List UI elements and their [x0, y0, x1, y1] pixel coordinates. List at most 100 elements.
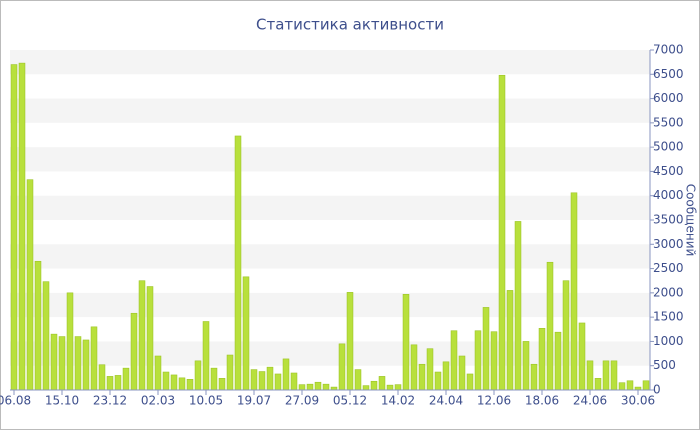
bar	[306, 383, 314, 391]
bar	[90, 326, 98, 391]
bar	[450, 330, 458, 391]
x-tick-label: 06.08	[0, 394, 31, 408]
bar	[522, 341, 530, 391]
bar	[530, 363, 538, 391]
bar	[378, 376, 386, 391]
grid-band	[10, 341, 650, 366]
x-tick-label: 14.02	[381, 394, 415, 408]
grid-band	[10, 98, 650, 123]
bar	[506, 290, 514, 391]
bar	[178, 377, 186, 391]
bar	[226, 354, 234, 391]
bar	[642, 380, 650, 391]
bar	[50, 333, 58, 391]
x-tick-label: 18.06	[525, 394, 559, 408]
bar	[434, 371, 442, 391]
y-tick-label: 4000	[653, 188, 684, 202]
bar	[42, 281, 50, 391]
bar	[386, 384, 394, 391]
bar	[490, 331, 498, 391]
bar	[282, 358, 290, 391]
bar	[10, 64, 18, 391]
x-tick-label: 27.09	[285, 394, 319, 408]
bar	[66, 292, 74, 391]
bar	[298, 384, 306, 391]
bar	[418, 363, 426, 391]
bar	[138, 280, 146, 391]
y-tick-label: 2000	[653, 285, 684, 299]
bar	[370, 380, 378, 391]
grid-band	[10, 50, 650, 75]
bar	[26, 179, 34, 391]
grid-band	[10, 292, 650, 318]
bar	[538, 328, 546, 391]
y-tick-label: 500	[653, 358, 676, 372]
bar	[410, 344, 418, 391]
x-tick-label: 15.10	[45, 394, 79, 408]
bar	[554, 331, 562, 391]
x-tick-label: 24.04	[429, 394, 463, 408]
bar	[626, 380, 634, 391]
y-tick-label: 7000	[653, 43, 684, 57]
bar	[234, 135, 242, 391]
bar	[130, 312, 138, 391]
y-tick-label: 6500	[653, 67, 684, 81]
bar	[602, 360, 610, 391]
bar	[546, 261, 554, 391]
bar	[98, 364, 106, 391]
x-tick-label: 10.05	[189, 394, 223, 408]
y-tick-label: 1500	[653, 310, 684, 324]
grid-band	[10, 244, 650, 269]
bar	[498, 74, 506, 391]
bar	[618, 382, 626, 391]
bar	[474, 330, 482, 391]
bar	[586, 360, 594, 391]
y-tick-label: 6000	[653, 91, 684, 105]
bar	[274, 373, 282, 391]
bar	[426, 348, 434, 391]
bar	[570, 192, 578, 391]
x-tick-label: 05.12	[333, 394, 367, 408]
x-tick-label: 12.06	[477, 394, 511, 408]
y-tick-label: 3000	[653, 237, 684, 251]
x-tick-label: 30.06	[621, 394, 655, 408]
x-tick-label: 02.03	[141, 394, 175, 408]
bar	[170, 374, 178, 391]
bar	[34, 260, 42, 391]
x-tick-label: 19.07	[237, 394, 271, 408]
bar	[578, 322, 586, 391]
bar	[122, 367, 130, 391]
bar	[362, 385, 370, 391]
bar	[218, 378, 226, 391]
bar	[82, 339, 90, 391]
bar	[562, 280, 570, 391]
bar	[210, 367, 218, 391]
bar	[74, 336, 82, 391]
chart-title: Статистика активности	[256, 16, 444, 34]
bar	[162, 371, 170, 391]
bar	[186, 379, 194, 391]
bar	[154, 355, 162, 391]
bar	[202, 321, 210, 391]
bar	[194, 360, 202, 391]
y-axis-label: Сообщений	[684, 184, 698, 257]
y-tick-label: 0	[653, 383, 661, 397]
y-tick-label: 2500	[653, 261, 684, 275]
grid-band	[10, 147, 650, 172]
x-tick-label: 24.06	[573, 394, 607, 408]
bar	[314, 381, 322, 391]
bar	[242, 276, 250, 391]
bar	[146, 286, 154, 391]
y-tick-label: 5000	[653, 140, 684, 154]
bar	[58, 336, 66, 391]
y-tick-label: 5500	[653, 115, 684, 129]
bar	[250, 369, 258, 391]
bar	[354, 369, 362, 391]
x-tick-label: 23.12	[93, 394, 127, 408]
grid-band	[10, 195, 650, 220]
bar	[290, 372, 298, 391]
bar	[394, 384, 402, 391]
bar	[18, 62, 26, 391]
bar	[482, 307, 490, 391]
bar	[458, 355, 466, 391]
